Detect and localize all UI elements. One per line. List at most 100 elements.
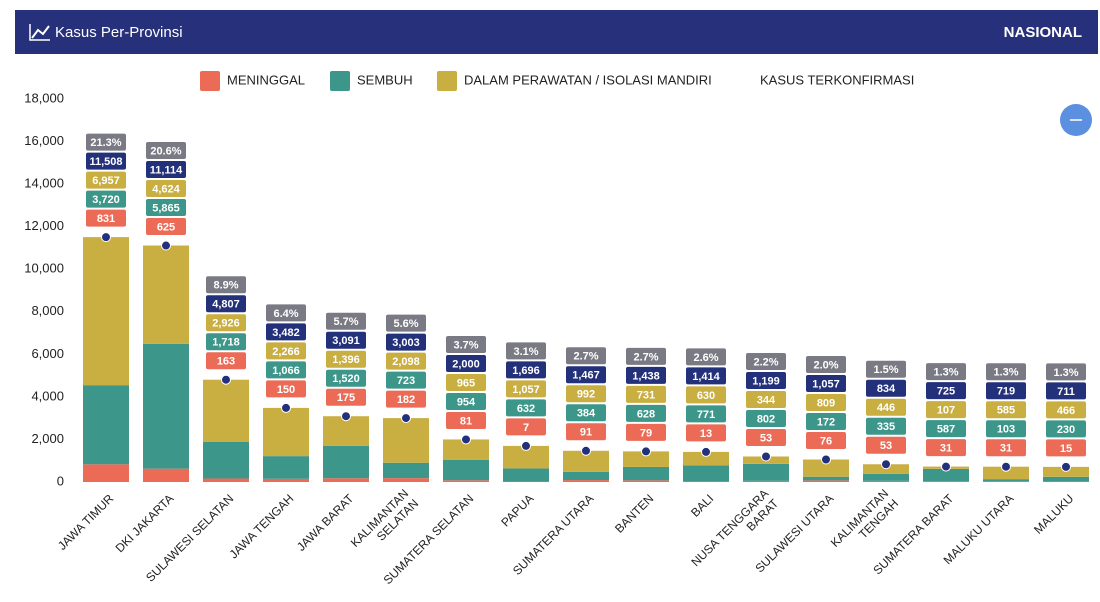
data-label-box	[986, 363, 1026, 381]
data-label: 2,000	[452, 358, 480, 370]
data-label: 2.6%	[693, 352, 718, 364]
bar-segment	[443, 480, 489, 482]
data-label: 992	[577, 389, 595, 401]
data-label-box	[626, 404, 666, 422]
data-label: 3.7%	[453, 339, 478, 351]
data-label: 335	[877, 421, 895, 433]
bar-segment	[623, 451, 669, 467]
bar-segment	[203, 441, 249, 479]
data-label-box	[986, 401, 1026, 419]
bar-segment	[983, 481, 1029, 482]
data-label: 446	[877, 402, 895, 414]
data-label: 5,865	[152, 202, 180, 214]
bar-segment	[83, 237, 129, 386]
data-label-box	[746, 371, 786, 389]
header-bar	[15, 10, 1098, 54]
data-label-box	[326, 388, 366, 406]
data-label: 1.3%	[933, 366, 958, 378]
data-label-box	[926, 363, 966, 381]
data-label-box	[446, 335, 486, 353]
total-point	[1001, 461, 1011, 472]
data-label: 384	[577, 408, 596, 420]
data-label: 6,957	[92, 175, 120, 187]
data-label-box	[746, 390, 786, 408]
data-label: 809	[817, 397, 835, 409]
bar-segment	[143, 343, 189, 469]
data-label-box	[566, 404, 606, 422]
data-label-box	[326, 350, 366, 368]
x-tick-label: PAPUA	[498, 491, 536, 529]
total-point	[281, 402, 291, 413]
data-label: 8.9%	[213, 280, 238, 292]
data-label: 81	[460, 415, 472, 427]
bar-segment	[743, 463, 789, 481]
data-label: 725	[937, 385, 955, 397]
bar-segment	[143, 245, 189, 344]
data-label: 831	[97, 213, 115, 225]
data-label-box	[386, 390, 426, 408]
total-point	[101, 232, 111, 243]
data-label-box	[146, 161, 186, 179]
data-label-box	[146, 142, 186, 160]
total-point	[761, 451, 771, 462]
data-label-box	[626, 347, 666, 365]
data-label: 3.1%	[513, 346, 538, 358]
bar-segment	[503, 445, 549, 469]
data-label: 2,266	[272, 346, 300, 358]
data-label-box	[1046, 401, 1086, 419]
data-label: 1,696	[512, 365, 540, 377]
data-label-box	[626, 385, 666, 403]
data-label-box	[806, 432, 846, 450]
data-label-box	[686, 348, 726, 366]
data-label: 719	[997, 386, 1015, 398]
data-label-box	[386, 352, 426, 370]
total-point	[1061, 461, 1071, 472]
data-label: 2,926	[212, 318, 240, 330]
data-label-box	[1046, 363, 1086, 381]
legend-swatch	[330, 71, 350, 91]
data-label: 172	[817, 416, 835, 428]
collapse-button[interactable]	[1060, 104, 1092, 136]
data-label: 20.6%	[150, 145, 181, 157]
data-label: 182	[397, 394, 415, 406]
bar-segment	[623, 466, 669, 481]
data-label: 5.7%	[333, 316, 358, 328]
data-label-box	[146, 218, 186, 236]
bar-segment	[443, 459, 489, 481]
bar-segment	[683, 465, 729, 482]
data-label-box	[866, 379, 906, 397]
bar-segment	[923, 468, 969, 482]
y-tick-label: 14,000	[24, 176, 64, 191]
data-label-box	[926, 420, 966, 438]
legend-label: DALAM PERAWATAN / ISOLASI MANDIRI	[464, 72, 712, 87]
data-label-box	[566, 366, 606, 384]
data-label-box	[266, 323, 306, 341]
total-point	[641, 446, 651, 457]
bar-segment	[803, 476, 849, 481]
legend-label: KASUS TERKONFIRMASI	[760, 72, 914, 87]
y-tick-label: 16,000	[24, 133, 64, 148]
data-label-box	[806, 394, 846, 412]
data-label: 91	[580, 427, 592, 439]
data-label-box	[806, 356, 846, 374]
data-label-box	[926, 382, 966, 400]
data-label-box	[206, 295, 246, 313]
data-label: 965	[457, 377, 475, 389]
bar-segment	[563, 471, 609, 481]
data-label-box	[146, 199, 186, 217]
bar-segment	[923, 481, 969, 482]
data-label-box	[446, 354, 486, 372]
data-label: 344	[757, 394, 776, 406]
data-label-box	[326, 369, 366, 387]
data-label: 1.5%	[873, 364, 898, 376]
data-label-box	[986, 439, 1026, 457]
data-label: 53	[880, 440, 892, 452]
data-label: 1,066	[272, 365, 300, 377]
data-label: 1.3%	[1053, 367, 1078, 379]
data-label-box	[386, 371, 426, 389]
data-label-box	[86, 209, 126, 227]
data-label: 1,467	[572, 370, 600, 382]
data-label: 11,114	[150, 164, 183, 176]
data-label-box	[86, 190, 126, 208]
